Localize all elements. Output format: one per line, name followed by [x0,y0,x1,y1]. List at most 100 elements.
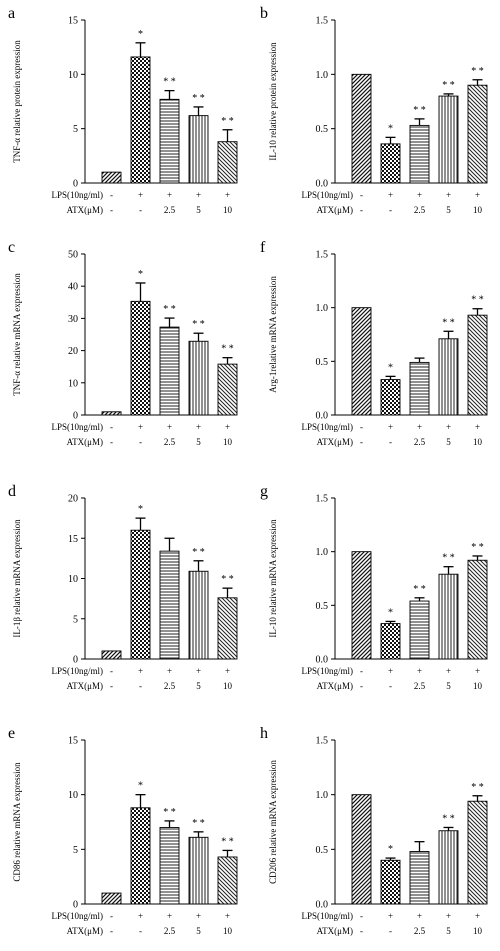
y-tick-label: 0 [73,900,78,911]
y-tick-label: 1.5 [316,16,329,27]
bar [380,379,401,416]
bar [101,892,122,905]
y-tick-label: 10 [68,70,78,81]
lps-value: + [446,911,451,921]
y-tick-label: 15 [68,736,78,747]
panel-label: a [8,5,15,22]
atx-value: 10 [223,205,233,215]
significance-marker: * * [163,77,176,88]
atx-value: - [360,681,363,691]
bar [438,338,459,416]
y-tick-label: 30 [68,314,78,325]
panel-label: c [8,239,15,256]
atx-row-label: ATX(μM) [67,681,103,691]
atx-value: - [389,205,392,215]
y-tick-label: 10 [68,790,78,801]
y-axis-label: TNF-α relative mRNA expression [12,273,22,396]
significance-marker: * * [221,574,234,585]
y-axis-label: IL-10 relative mRNA expression [268,519,278,638]
lps-value: + [417,666,422,676]
y-axis-label: TNF-α relative protein expression [12,40,22,163]
bar [159,550,180,660]
panel-label: h [260,725,268,742]
lps-value: - [360,190,363,200]
atx-value: 5 [196,205,201,215]
atx-value: - [139,926,142,936]
bar [188,340,209,416]
significance-marker: * * [413,105,426,116]
bar [159,326,180,416]
lps-row-label: LPS(10ng/ml) [301,422,353,432]
atx-value: 2.5 [414,681,426,691]
y-tick-label: 1.5 [316,494,329,505]
significance-marker: * * [221,836,234,847]
panel-label: g [260,483,268,500]
atx-row-label: ATX(μM) [67,437,103,447]
lps-value: + [475,666,480,676]
atx-value: 5 [196,926,201,936]
bar [159,827,180,905]
bar [438,573,459,660]
bar [130,56,151,184]
y-tick-label: 0.0 [316,655,329,666]
atx-value: 5 [446,205,451,215]
atx-value: 10 [473,681,483,691]
bar [438,830,459,905]
bar [467,314,488,416]
bar [351,73,372,184]
significance-marker: * * [192,547,205,558]
atx-value: 10 [473,926,483,936]
lps-value: + [138,666,143,676]
y-tick-label: 5 [73,845,78,856]
atx-value: 2.5 [164,926,176,936]
lps-value: - [110,666,113,676]
atx-value: 10 [473,205,483,215]
significance-marker: * * [471,66,484,77]
lps-value: + [138,911,143,921]
significance-marker: * [388,362,393,373]
bar [438,95,459,184]
atx-value: - [110,926,113,936]
lps-value: + [417,190,422,200]
significance-marker: * * [221,116,234,127]
lps-value: + [167,666,172,676]
y-tick-label: 1.0 [316,547,329,558]
bar [409,600,430,660]
atx-row-label: ATX(μM) [67,205,103,215]
significance-marker: * [138,29,143,40]
bar [467,559,488,660]
bar [380,623,401,660]
atx-value: 2.5 [164,205,176,215]
significance-marker: * [388,607,393,618]
lps-value: + [446,422,451,432]
y-tick-label: 0.5 [316,601,329,612]
lps-value: + [196,911,201,921]
panel-label: d [8,483,16,500]
bar [217,597,238,660]
lps-value: + [225,422,230,432]
panel-label: e [8,725,15,742]
bar [351,551,372,660]
panel-label: b [260,5,268,22]
significance-marker: * * [442,317,455,328]
panel-a: a TNF-α relative protein expression 0 5 10 15… [8,5,238,215]
bar [188,115,209,184]
y-tick-label: 1.0 [316,790,329,801]
y-tick-label: 0 [73,411,78,422]
lps-value: + [167,422,172,432]
significance-marker: * [138,781,143,792]
atx-value: - [110,205,113,215]
panel-f: f Arg-1relative mRNA expression 0.0 0.5 1.0 1… [260,239,488,447]
bar [409,851,430,905]
atx-value: 5 [446,437,451,447]
atx-row-label: ATX(μM) [317,926,353,936]
lps-value: + [225,911,230,921]
atx-value: - [139,437,142,447]
atx-value: 2.5 [164,437,176,447]
atx-value: - [139,681,142,691]
significance-marker: * [388,123,393,134]
y-tick-label: 0 [73,655,78,666]
y-tick-label: 0.0 [316,179,329,190]
bar [380,859,401,905]
